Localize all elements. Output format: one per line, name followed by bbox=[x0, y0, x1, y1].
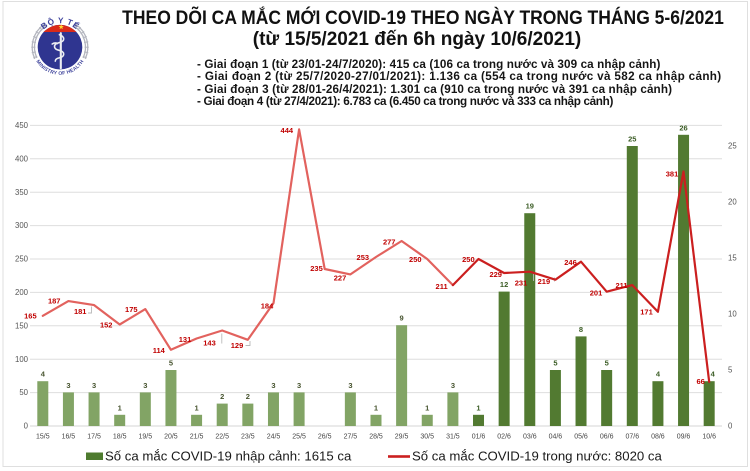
svg-text:4: 4 bbox=[711, 370, 716, 379]
svg-text:2: 2 bbox=[220, 392, 224, 401]
svg-text:250: 250 bbox=[15, 255, 29, 264]
svg-text:5: 5 bbox=[728, 366, 733, 375]
svg-text:5: 5 bbox=[553, 359, 557, 368]
svg-text:01/6: 01/6 bbox=[472, 434, 486, 441]
svg-text:3: 3 bbox=[451, 381, 455, 390]
svg-text:17/5: 17/5 bbox=[87, 434, 101, 441]
svg-text:250: 250 bbox=[462, 255, 475, 264]
svg-text:1: 1 bbox=[425, 403, 429, 412]
svg-text:20: 20 bbox=[728, 198, 737, 207]
svg-text:381: 381 bbox=[666, 170, 679, 179]
svg-text:219: 219 bbox=[538, 277, 551, 286]
svg-text:20/5: 20/5 bbox=[164, 434, 178, 441]
svg-text:15: 15 bbox=[728, 254, 737, 263]
svg-text:08/6: 08/6 bbox=[651, 434, 665, 441]
svg-text:300: 300 bbox=[15, 221, 29, 230]
svg-text:15/5: 15/5 bbox=[36, 434, 50, 441]
svg-text:25: 25 bbox=[728, 142, 737, 151]
svg-text:165: 165 bbox=[24, 312, 37, 321]
svg-text:9: 9 bbox=[400, 314, 404, 323]
svg-text:16/5: 16/5 bbox=[62, 434, 76, 441]
svg-text:Số ca mắc COVID-19 trong nước:: Số ca mắc COVID-19 trong nước: 8020 ca bbox=[412, 448, 663, 463]
svg-text:231: 231 bbox=[515, 279, 528, 288]
svg-text:07/6: 07/6 bbox=[625, 434, 639, 441]
svg-text:05/6: 05/6 bbox=[574, 434, 588, 441]
svg-text:28/5: 28/5 bbox=[369, 434, 383, 441]
svg-text:3: 3 bbox=[66, 381, 70, 390]
svg-text:BỘ Y TẾ: BỘ Y TẾ bbox=[39, 15, 81, 31]
svg-text:8: 8 bbox=[579, 325, 583, 334]
svg-text:450: 450 bbox=[15, 121, 29, 130]
svg-text:24/5: 24/5 bbox=[267, 434, 281, 441]
svg-text:31/5: 31/5 bbox=[446, 434, 460, 441]
svg-text:250: 250 bbox=[409, 255, 422, 264]
svg-text:03/6: 03/6 bbox=[523, 434, 537, 441]
svg-text:25: 25 bbox=[628, 135, 636, 144]
svg-text:3: 3 bbox=[297, 381, 301, 390]
svg-text:30/5: 30/5 bbox=[420, 434, 434, 441]
svg-text:5: 5 bbox=[605, 359, 609, 368]
svg-text:06/6: 06/6 bbox=[600, 434, 614, 441]
svg-text:26/5: 26/5 bbox=[318, 434, 332, 441]
svg-text:150: 150 bbox=[15, 321, 29, 330]
svg-text:211: 211 bbox=[436, 282, 448, 291]
svg-text:114: 114 bbox=[153, 346, 166, 355]
svg-text:200: 200 bbox=[15, 288, 29, 297]
svg-text:0: 0 bbox=[728, 422, 733, 431]
svg-text:253: 253 bbox=[357, 253, 370, 262]
svg-text:21/5: 21/5 bbox=[190, 434, 204, 441]
svg-text:184: 184 bbox=[261, 302, 274, 311]
svg-text:4: 4 bbox=[41, 370, 46, 379]
svg-text:29/5: 29/5 bbox=[395, 434, 409, 441]
svg-text:4: 4 bbox=[656, 370, 661, 379]
svg-text:25/5: 25/5 bbox=[292, 434, 306, 441]
svg-text:10: 10 bbox=[728, 310, 737, 319]
svg-text:09/6: 09/6 bbox=[677, 434, 691, 441]
svg-text:1: 1 bbox=[476, 403, 480, 412]
svg-text:10/6: 10/6 bbox=[702, 434, 716, 441]
svg-text:2: 2 bbox=[246, 392, 250, 401]
svg-text:23/5: 23/5 bbox=[241, 434, 255, 441]
svg-text:1: 1 bbox=[118, 403, 122, 412]
svg-text:3: 3 bbox=[143, 381, 147, 390]
svg-text:3: 3 bbox=[348, 381, 352, 390]
svg-text:131: 131 bbox=[179, 335, 192, 344]
svg-text:187: 187 bbox=[48, 297, 61, 306]
svg-text:19: 19 bbox=[526, 202, 534, 211]
svg-text:66: 66 bbox=[697, 377, 705, 386]
svg-text:143: 143 bbox=[203, 338, 216, 347]
svg-text:1: 1 bbox=[195, 403, 199, 412]
svg-text:201: 201 bbox=[590, 288, 603, 297]
svg-text:235: 235 bbox=[310, 264, 323, 273]
svg-text:5: 5 bbox=[169, 359, 173, 368]
svg-text:227: 227 bbox=[334, 274, 347, 283]
svg-text:175: 175 bbox=[125, 305, 138, 314]
svg-text:400: 400 bbox=[15, 154, 29, 163]
svg-text:129: 129 bbox=[231, 341, 244, 350]
svg-text:152: 152 bbox=[100, 320, 113, 329]
svg-text:0: 0 bbox=[24, 422, 29, 431]
svg-text:1: 1 bbox=[374, 403, 378, 412]
svg-text:04/6: 04/6 bbox=[549, 434, 563, 441]
svg-text:12: 12 bbox=[500, 280, 508, 289]
svg-text:229: 229 bbox=[489, 270, 502, 279]
svg-text:3: 3 bbox=[271, 381, 275, 390]
svg-text:171: 171 bbox=[640, 308, 653, 317]
svg-text:02/6: 02/6 bbox=[497, 434, 511, 441]
svg-text:181: 181 bbox=[74, 307, 87, 316]
svg-text:350: 350 bbox=[15, 188, 29, 197]
svg-text:Số ca mắc COVID-19 nhập cảnh:: Số ca mắc COVID-19 nhập cảnh: 1615 ca bbox=[105, 448, 352, 463]
svg-text:444: 444 bbox=[281, 126, 294, 135]
svg-text:211: 211 bbox=[615, 281, 627, 290]
svg-text:100: 100 bbox=[15, 355, 29, 364]
svg-text:26: 26 bbox=[679, 123, 687, 132]
svg-text:27/5: 27/5 bbox=[344, 434, 358, 441]
svg-text:22/5: 22/5 bbox=[215, 434, 229, 441]
svg-text:246: 246 bbox=[564, 258, 577, 267]
svg-text:19/5: 19/5 bbox=[138, 434, 152, 441]
svg-text:18/5: 18/5 bbox=[113, 434, 127, 441]
svg-text:3: 3 bbox=[92, 381, 96, 390]
svg-text:50: 50 bbox=[19, 388, 28, 397]
svg-text:277: 277 bbox=[383, 238, 396, 247]
